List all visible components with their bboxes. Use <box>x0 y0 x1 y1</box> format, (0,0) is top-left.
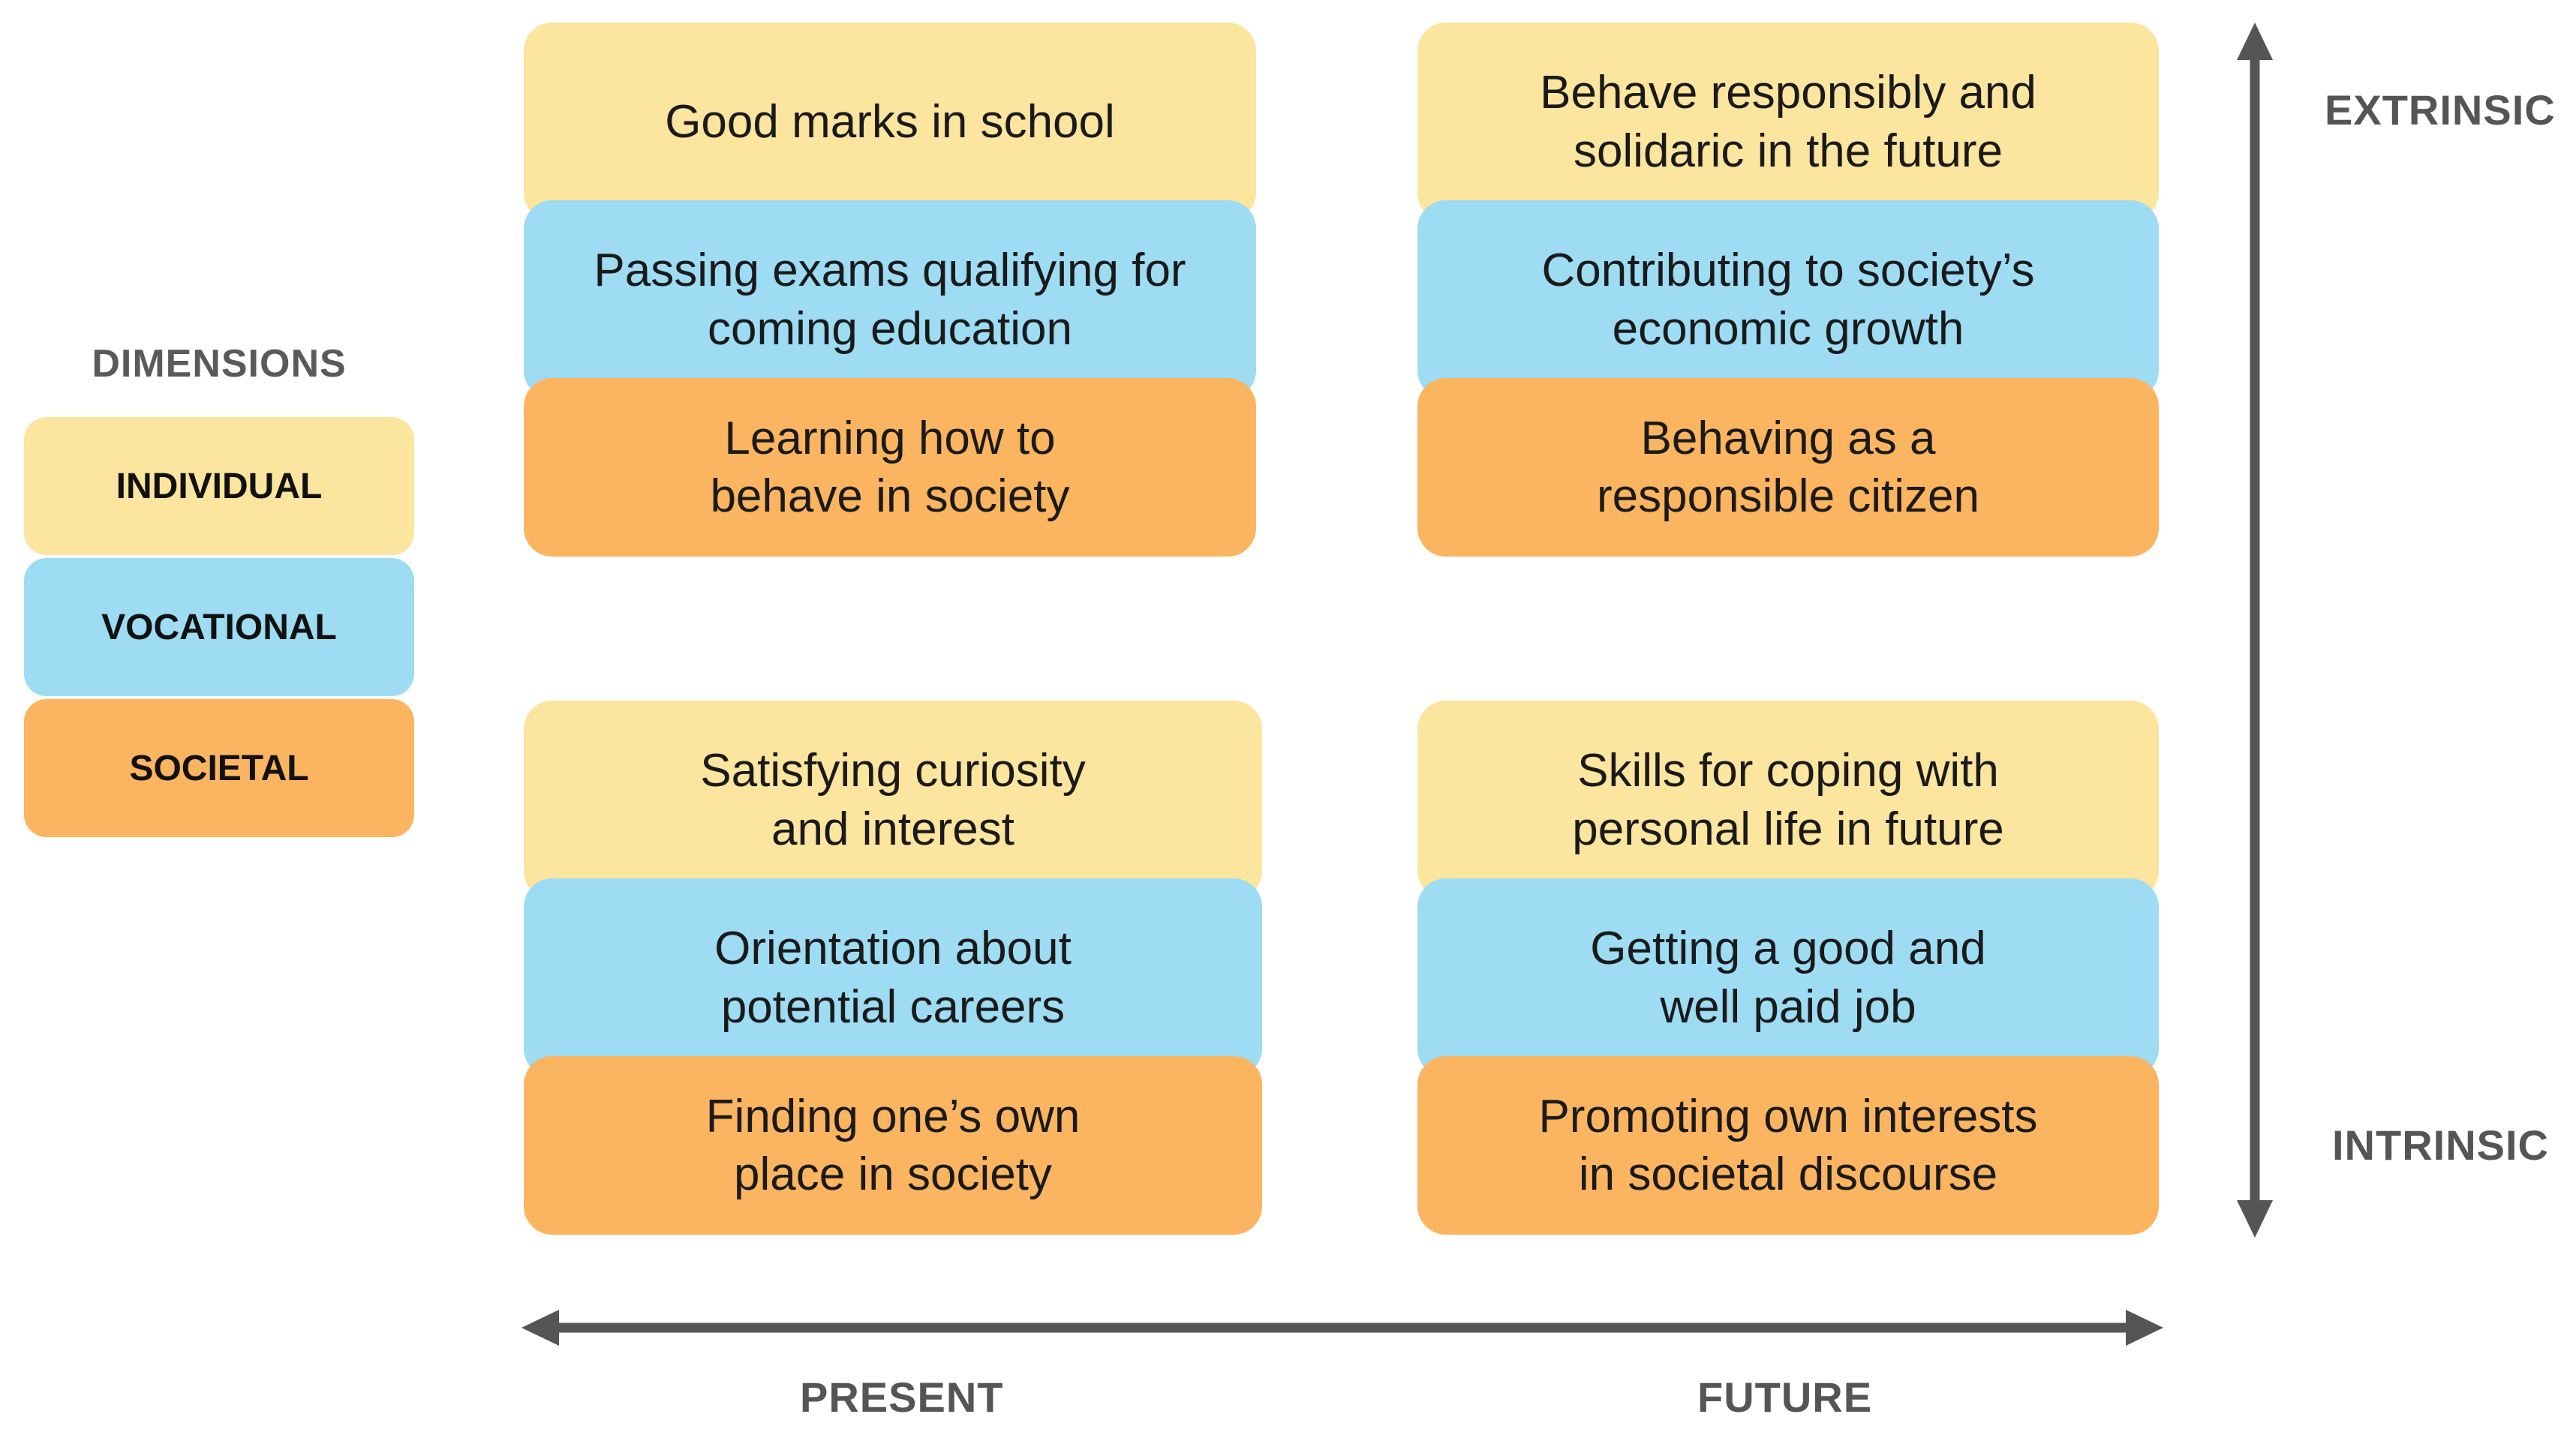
quadrant-future-extrinsic: Behave responsibly and solidaric in the … <box>1417 23 2159 557</box>
legend-societal: SOCIETAL <box>24 699 414 837</box>
card-individual: Good marks in school <box>524 23 1256 221</box>
card-societal: Promoting own interests in societal disc… <box>1417 1056 2159 1235</box>
card-vocational: Orientation about potential careers <box>524 878 1262 1077</box>
legend-individual: INDIVIDUAL <box>24 417 414 555</box>
legend-title: DIMENSIONS <box>92 342 347 386</box>
card-individual: Satisfying curiosity and interest <box>524 701 1262 899</box>
card-societal: Behaving as a responsible citizen <box>1417 378 2159 557</box>
quadrant-present-intrinsic: Satisfying curiosity and interest Orient… <box>524 701 1262 1235</box>
axis-label-extrinsic: EXTRINSIC <box>2325 86 2556 134</box>
quadrant-future-intrinsic: Skills for coping with personal life in … <box>1417 701 2159 1235</box>
quadrant-present-extrinsic: Good marks in school Passing exams quali… <box>524 23 1256 557</box>
legend-vocational: VOCATIONAL <box>24 558 414 696</box>
card-individual: Behave responsibly and solidaric in the … <box>1417 23 2159 221</box>
axis-label-present: PRESENT <box>800 1373 1004 1421</box>
axis-label-intrinsic: INTRINSIC <box>2332 1121 2549 1169</box>
horizontal-axis-arrow <box>522 1310 2163 1346</box>
card-individual: Skills for coping with personal life in … <box>1417 701 2159 899</box>
card-vocational: Getting a good and well paid job <box>1417 878 2159 1077</box>
card-societal: Finding one’s own place in society <box>524 1056 1262 1235</box>
card-vocational: Contributing to society’s economic growt… <box>1417 200 2159 399</box>
card-vocational: Passing exams qualifying for coming educ… <box>524 200 1256 399</box>
vertical-axis-arrow <box>2237 23 2273 1238</box>
axis-label-future: FUTURE <box>1697 1373 1873 1421</box>
card-societal: Learning how to behave in society <box>524 378 1256 557</box>
